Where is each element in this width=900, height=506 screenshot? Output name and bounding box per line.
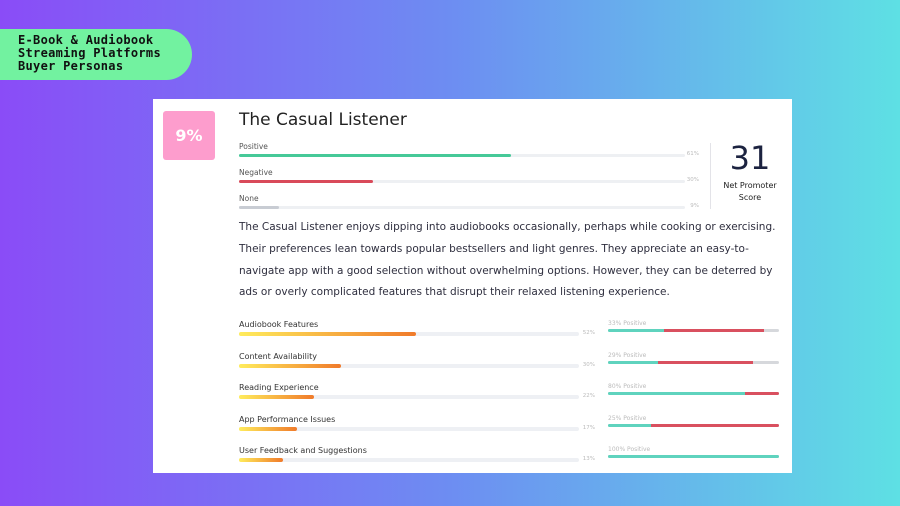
persona-name: The Casual Listener — [239, 110, 407, 130]
factor-sentiment-track — [608, 360, 779, 364]
negative-segment — [657, 360, 754, 364]
sentiment-track — [239, 180, 685, 183]
negative-segment — [664, 329, 764, 332]
factor-label: Audiobook Features — [239, 320, 319, 329]
sentiment-fill — [239, 180, 373, 183]
sentiment-label: Positive — [239, 142, 268, 151]
factor-sentiment-track — [608, 455, 779, 458]
factor-label: User Feedback and Suggestions — [239, 446, 367, 455]
factor-positive-label: 25% Positive — [608, 414, 647, 422]
factor-row: App Performance Issues 17% — [239, 415, 595, 437]
factor-sentiment: 33% Positive — [608, 320, 780, 338]
factor-row: Content Availability 30% — [239, 352, 595, 374]
factor-sentiment: 80% Positive — [608, 383, 780, 401]
factor-positive-label: 33% Positive — [608, 320, 647, 327]
nps-score: 31 — [729, 139, 771, 177]
factor-positive-label: 80% Positive — [608, 383, 647, 390]
nps-label-line-2: Score — [738, 193, 762, 202]
negative-segment — [650, 423, 779, 427]
factor-sentiment: 25% Positive — [608, 415, 780, 433]
factor-value: 17% — [582, 424, 595, 431]
factor-sentiment-track — [608, 329, 779, 332]
persona-description: The Casual Listener enjoys dipping into … — [239, 221, 776, 299]
nps-label: Net Promoter Score — [713, 180, 787, 204]
positive-segment — [608, 329, 665, 332]
sentiment-value: 61% — [686, 151, 699, 157]
divider — [710, 143, 711, 209]
title-line-1: E-Book & Audiobook — [18, 33, 154, 47]
factor-positive-label: 100% Positive — [608, 446, 651, 453]
factor-row: User Feedback and Suggestions 13% — [239, 446, 595, 468]
sentiment-fill — [239, 154, 512, 157]
factor-label: App Performance Issues — [239, 414, 336, 424]
positive-segment — [608, 423, 651, 427]
sentiment-label: Negative — [239, 168, 273, 177]
factor-value: 30% — [582, 361, 595, 368]
factor-fill — [239, 458, 284, 462]
sentiment-track — [239, 206, 685, 209]
title-line-3: Buyer Personas — [18, 59, 124, 73]
factor-sentiment: 29% Positive — [608, 352, 780, 370]
positive-segment — [608, 392, 745, 395]
sentiment-track — [239, 154, 685, 157]
factor-fill — [239, 332, 416, 336]
sentiment-row: None 9% — [239, 194, 699, 214]
factor-row: Reading Experience 22% — [239, 383, 595, 405]
persona-card: 9% The Casual Listener Positive 61% Negati… — [153, 99, 792, 473]
sentiment-value: 9% — [690, 203, 699, 209]
factor-track — [239, 332, 579, 336]
positive-segment — [608, 455, 779, 458]
sentiment-value: 30% — [686, 177, 699, 183]
sentiment-row: Negative 30% — [239, 168, 699, 188]
factor-fill — [239, 395, 314, 399]
factor-track — [239, 426, 579, 431]
factor-sentiment-track — [608, 392, 779, 395]
persona-share-badge: 9% — [163, 111, 215, 160]
factor-value: 52% — [582, 330, 595, 336]
sentiment-fill — [239, 206, 280, 209]
factor-value: 22% — [582, 393, 595, 399]
negative-segment — [744, 392, 779, 395]
factor-value: 13% — [582, 456, 595, 462]
factor-sentiment-track — [608, 423, 779, 427]
factor-fill — [239, 363, 341, 368]
factor-row: Audiobook Features 52% — [239, 320, 595, 342]
title-line-2: Streaming Platforms — [18, 46, 161, 60]
nps-label-line-1: Net Promoter — [723, 181, 777, 190]
factor-label: Reading Experience — [239, 383, 319, 392]
factor-track — [239, 395, 579, 399]
factor-track — [239, 458, 579, 462]
page-title: E-Book & Audiobook Streaming Platforms B… — [0, 29, 192, 80]
factor-fill — [239, 426, 297, 431]
factor-track — [239, 363, 579, 368]
factor-positive-label: 29% Positive — [608, 351, 647, 359]
sentiment-label: None — [239, 194, 259, 203]
factor-label: Content Availability — [239, 351, 317, 361]
factor-sentiment: 100% Positive — [608, 446, 780, 464]
positive-segment — [608, 360, 658, 364]
sentiment-row: Positive 61% — [239, 142, 699, 162]
